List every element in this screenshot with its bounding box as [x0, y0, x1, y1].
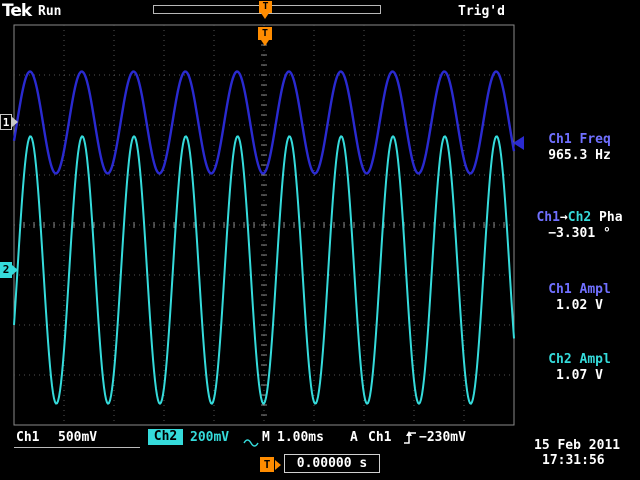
timebase-value: 1.00ms — [277, 430, 324, 445]
rising-edge-icon — [404, 430, 416, 449]
measurement: Ch1→Ch2 Pha −3.301 ° — [520, 210, 639, 242]
measurement-panel: Ch1 Freq 965.3 Hz Ch1→Ch2 Pha −3.301 ° Ch1 A… — [520, 0, 639, 430]
ch2-readout-label: Ch2 — [148, 429, 183, 445]
acquisition-status: Run — [38, 4, 62, 19]
measurement-label: Ch1 Freq — [548, 132, 611, 147]
measurement: Ch1 Ampl 1.02 V — [520, 282, 639, 314]
measurement-value: 965.3 Hz — [548, 148, 611, 163]
trigger-type-label: A — [350, 430, 358, 445]
measurement-value: 1.07 V — [556, 368, 603, 383]
ch2-ac-coupling-icon — [243, 433, 259, 452]
ch1-ground-arrow-icon — [12, 117, 18, 127]
trigger-level-arrow-icon — [513, 136, 524, 150]
horizontal-position-value: 0.00000 s — [284, 454, 380, 473]
trigger-level-value: −230mV — [419, 430, 466, 445]
measurement-label: Ch2 Ampl — [548, 352, 611, 367]
timebase-label: M — [262, 430, 270, 445]
measurement: Ch1 Freq 965.3 Hz — [520, 132, 639, 164]
trigger-source: Ch1 — [368, 430, 392, 445]
tek-logo: Tek — [2, 1, 32, 21]
trigger-position-marker: T — [258, 27, 272, 40]
measurement-label: Ch1 Ampl — [548, 282, 611, 297]
ch2-volts-per-div: 200mV — [190, 430, 230, 445]
trigger-status: Trig'd — [458, 4, 505, 19]
ch1-ground-marker: 1 — [0, 114, 12, 130]
trigger-position-top-arrow-icon — [261, 13, 269, 19]
ch1-readout-underline — [14, 447, 140, 448]
measurement-value: −3.301 ° — [548, 226, 611, 241]
measurement: Ch2 Ampl 1.07 V — [520, 352, 639, 384]
ch1-volts-per-div: 500mV — [58, 430, 98, 445]
date: 15 Feb 2011 — [534, 438, 621, 453]
ch2-ground-arrow-icon — [12, 265, 18, 275]
horizontal-position-marker: T — [260, 457, 274, 472]
measurement-label: Ch1→Ch2 Pha — [536, 210, 623, 225]
measurement-value: 1.02 V — [556, 298, 603, 313]
trigger-position-top-marker: T — [259, 1, 272, 13]
trigger-position-arrow-icon — [261, 40, 269, 46]
time: 17:31:56 — [542, 453, 605, 468]
horizontal-position-arrow-icon — [275, 460, 281, 470]
ch1-readout-label: Ch1 — [16, 430, 40, 445]
ch2-ground-marker: 2 — [0, 262, 12, 278]
